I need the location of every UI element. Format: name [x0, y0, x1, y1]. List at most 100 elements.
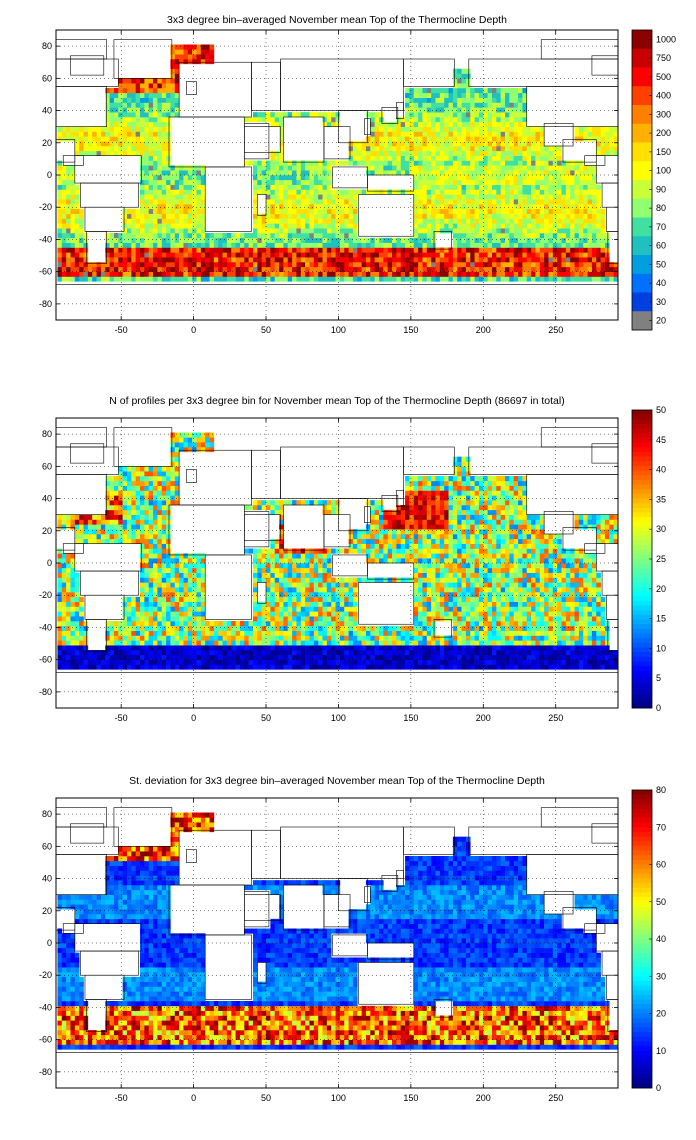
heatmap-cell [526, 218, 532, 224]
heatmap-cell [426, 228, 432, 234]
heatmap-cell [422, 266, 428, 272]
heatmap-cell [509, 247, 515, 253]
heatmap-cell [105, 621, 110, 627]
heatmap-cell [135, 659, 141, 665]
heatmap-cell [557, 228, 562, 234]
heatmap-cell [174, 83, 180, 89]
heatmap-cell [109, 490, 115, 496]
heatmap-cell [591, 189, 597, 195]
heatmap-cell [483, 136, 488, 142]
heatmap-cell [578, 228, 584, 234]
heatmap-cell [370, 160, 375, 166]
heatmap-cell [183, 563, 189, 569]
heatmap-cell [426, 266, 432, 272]
heatmap-cell [153, 509, 158, 515]
heatmap-cell [513, 271, 519, 277]
heatmap-cell [122, 208, 128, 214]
heatmap-cell [179, 596, 184, 602]
heatmap-cell [544, 199, 549, 205]
heatmap-cell [113, 650, 119, 656]
heatmap-cell [439, 194, 445, 200]
heatmap-cell [161, 524, 167, 530]
heatmap-cell [383, 257, 388, 263]
heatmap-cell [274, 645, 280, 651]
heatmap-cell [461, 83, 467, 89]
heatmap-cell [483, 170, 488, 176]
heatmap-cell [461, 262, 467, 268]
heatmap-cell [600, 257, 606, 263]
heatmap-cell [444, 262, 449, 268]
heatmap-cell [105, 247, 110, 253]
heatmap-cell [148, 505, 154, 511]
heatmap-cell [74, 150, 80, 156]
heatmap-cell [148, 640, 154, 646]
heatmap-cell [113, 237, 119, 243]
heatmap-cell [435, 189, 441, 195]
heatmap-cell [166, 213, 171, 219]
heatmap-cell [257, 616, 262, 622]
heatmap-cell [192, 601, 197, 607]
heatmap-cell [244, 117, 249, 123]
heatmap-cell [170, 447, 176, 453]
heatmap-cell [118, 485, 123, 491]
heatmap-cell [122, 117, 128, 123]
heatmap-cell [196, 189, 202, 195]
heatmap-cell [187, 553, 193, 559]
heatmap-cell [257, 625, 262, 631]
heatmap-cell [183, 276, 189, 282]
heatmap-cell [383, 252, 388, 258]
heatmap-cell [505, 237, 510, 243]
heatmap-cell [270, 199, 276, 205]
heatmap-cell [74, 645, 80, 651]
heatmap-cell [131, 102, 136, 108]
heatmap-cell [244, 242, 249, 248]
heatmap-cell [531, 136, 536, 142]
heatmap-cell [105, 509, 110, 515]
heatmap-cell [405, 252, 410, 258]
heatmap-cell [270, 194, 276, 200]
heatmap-cell [522, 107, 528, 113]
heatmap-cell [383, 126, 388, 132]
heatmap-cell [548, 237, 554, 243]
heatmap-cell [153, 640, 158, 646]
heatmap-cell [539, 146, 545, 152]
heatmap-cell [374, 131, 380, 137]
heatmap-cell [413, 199, 419, 205]
heatmap-cell [257, 257, 262, 263]
heatmap-cell [435, 170, 441, 176]
heatmap-cell [292, 165, 297, 171]
heatmap-cell [140, 466, 145, 472]
heatmap-cell [174, 621, 180, 627]
heatmap-cell [57, 621, 63, 627]
heatmap-cell [392, 136, 397, 142]
heatmap-cell [205, 437, 210, 443]
heatmap-cell [274, 194, 280, 200]
heatmap-cell [239, 262, 245, 268]
heatmap-cell [461, 136, 467, 142]
heatmap-cell [448, 146, 454, 152]
heatmap-cell [200, 572, 206, 578]
heatmap-cell [379, 150, 384, 156]
heatmap-cell [196, 199, 202, 205]
heatmap-cell [174, 572, 180, 578]
heatmap-cell [252, 242, 258, 248]
heatmap-cell [348, 213, 354, 219]
heatmap-cell [374, 165, 380, 171]
heatmap-cell [170, 208, 176, 214]
heatmap-cell [439, 204, 445, 210]
heatmap-cell [344, 257, 349, 263]
heatmap-cell [144, 480, 150, 486]
heatmap-cell [500, 150, 506, 156]
heatmap-cell [131, 78, 136, 84]
heatmap-cell [196, 44, 202, 50]
heatmap-cell [574, 223, 580, 229]
heatmap-cell [448, 102, 454, 108]
heatmap-cell [122, 228, 128, 234]
heatmap-cell [557, 184, 562, 190]
heatmap-cell [474, 271, 480, 277]
heatmap-cell [57, 252, 63, 258]
heatmap-cell [539, 218, 545, 224]
heatmap-cell [322, 213, 328, 219]
heatmap-cell [153, 266, 158, 272]
heatmap-cell [74, 659, 80, 665]
